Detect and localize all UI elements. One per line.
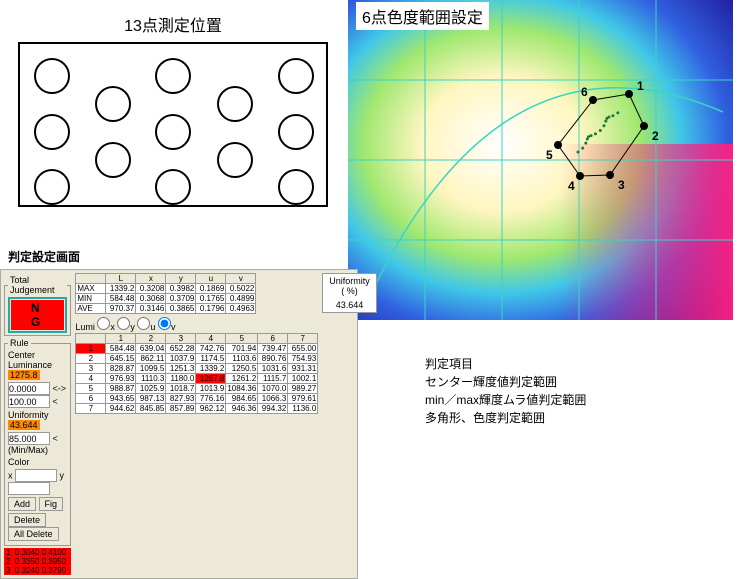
add-button[interactable]: Add (8, 497, 36, 511)
measurement-point (155, 114, 191, 150)
delete-button[interactable]: Delete (8, 513, 46, 527)
range-from-input[interactable] (8, 382, 50, 395)
svg-text:4: 4 (568, 179, 575, 193)
measurement-point (155, 58, 191, 94)
measurement-point (95, 86, 131, 122)
chromaticity-diagram: 1 2 3 4 5 6 (348, 0, 733, 320)
color-x-input[interactable] (15, 469, 57, 482)
uniformity-value: 43.644 (8, 420, 40, 430)
measurement-point (217, 86, 253, 122)
measurement-point (95, 142, 131, 178)
radio-x[interactable] (97, 317, 110, 330)
svg-text:5: 5 (546, 148, 553, 162)
color-y-input[interactable] (8, 482, 50, 495)
chroma-title: 6点色度範囲設定 (356, 2, 489, 30)
center-luminance-value: 1275.8 (8, 370, 40, 380)
svg-text:3: 3 (618, 178, 625, 192)
measurement-title: 13点測定位置 (18, 12, 328, 36)
uniformity-display: Uniformity ( %) 43.644 (322, 273, 377, 313)
total-judgement-label: Total Judgement (8, 275, 67, 295)
uniformity-label: Uniformity (8, 410, 49, 420)
uniformity-suffix: (Min/Max) (8, 445, 48, 455)
criteria-line: min／max輝度ムラ値判定範囲 (425, 391, 586, 409)
measurement-point (278, 169, 314, 205)
stats-table: LxyuvMAX1339.20.32080.39820.18690.5022MI… (75, 273, 256, 314)
measurement-point (278, 58, 314, 94)
measurement-point (34, 114, 70, 150)
svg-text:1: 1 (637, 79, 644, 93)
color-label: Color (8, 457, 30, 467)
criteria-head: 判定項目 (425, 355, 586, 373)
fig-button[interactable]: Fig (39, 497, 64, 511)
radio-v[interactable] (158, 317, 171, 330)
criteria-block: 判定項目 センター輝度値判定範囲min／max輝度ムラ値判定範囲多角形、色度判定… (425, 355, 586, 427)
ng-indicator: N G (8, 297, 67, 333)
center-luminance-label: Center Luminance (8, 350, 52, 370)
range-to-input[interactable] (8, 395, 50, 408)
rule-label: Rule (8, 338, 31, 348)
criteria-line: センター輝度値判定範囲 (425, 373, 586, 391)
measurement-points-box (18, 42, 328, 207)
measurement-point (278, 114, 314, 150)
radio-u[interactable] (137, 317, 150, 330)
measurement-point (155, 169, 191, 205)
data-grid: 12345671584.48639.04652.28742.76701.9473… (75, 333, 318, 414)
radio-y[interactable] (117, 317, 130, 330)
judge-panel: Total Judgement N G Rule Center Luminanc… (0, 269, 358, 579)
all-delete-button[interactable]: All Delete (8, 527, 59, 541)
svg-text:6: 6 (581, 85, 588, 99)
red-list: 1. 0.3040 0.41002. 0.3350 0.39503. 0.324… (4, 548, 71, 575)
measurement-point (217, 142, 253, 178)
uniformity-input[interactable] (8, 432, 50, 445)
svg-text:2: 2 (652, 129, 659, 143)
measurement-point (34, 169, 70, 205)
measurement-point (34, 58, 70, 94)
judge-title: 判定設定画面 (8, 248, 360, 265)
criteria-line: 多角形、色度判定範囲 (425, 409, 586, 427)
